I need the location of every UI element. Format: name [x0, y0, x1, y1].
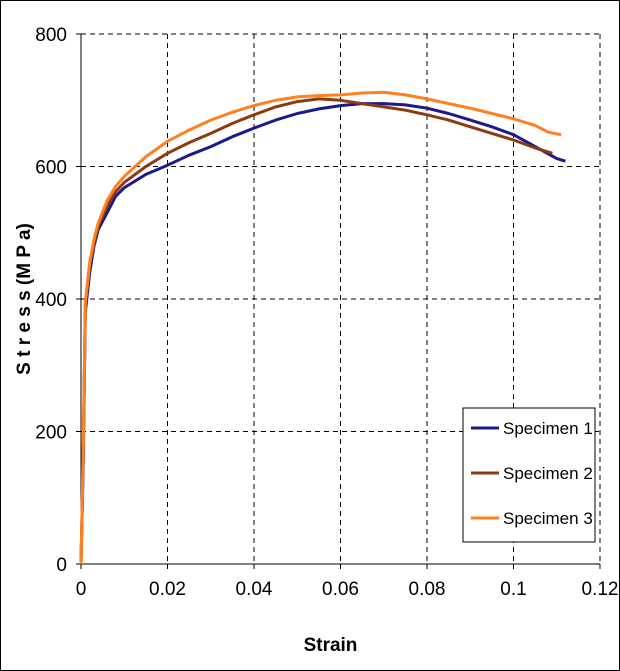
y-tick-label: 400 — [35, 290, 67, 311]
legend-label: Specimen 3 — [503, 509, 593, 528]
legend-label: Specimen 2 — [503, 464, 593, 483]
y-tick-label: 600 — [35, 158, 67, 179]
x-tick-label: 0.06 — [322, 579, 359, 600]
y-tick-label: 200 — [35, 423, 67, 444]
x-axis-title: Strain — [304, 635, 358, 656]
series-line — [79, 90, 562, 565]
y-axis-title: S t r e s s (M P a) — [14, 223, 35, 375]
x-tick-label: 0.1 — [500, 579, 526, 600]
x-tick-label: 0.08 — [409, 579, 446, 600]
legend-label: Specimen 1 — [503, 419, 593, 438]
y-tick-label: 800 — [35, 25, 67, 46]
x-tick-label: 0.12 — [582, 579, 619, 600]
y-tick-label: 0 — [56, 555, 67, 576]
x-tick-label: 0 — [76, 579, 87, 600]
x-tick-label: 0.02 — [149, 579, 186, 600]
x-tick-label: 0.04 — [236, 579, 273, 600]
legend-box — [462, 407, 596, 543]
